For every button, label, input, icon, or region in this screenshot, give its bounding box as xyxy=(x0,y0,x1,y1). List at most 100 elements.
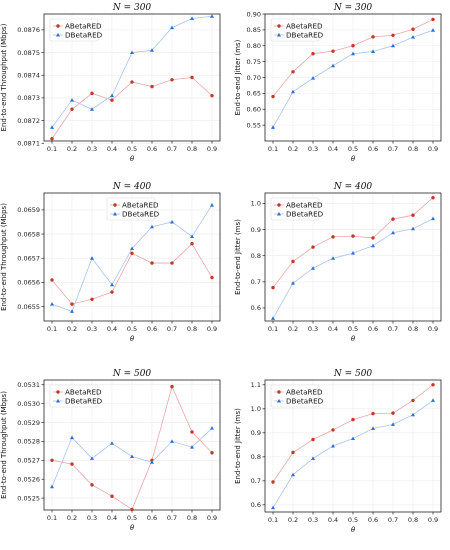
data-point-abetared xyxy=(90,297,94,301)
y-axis-label: End-to-end Throughput (Mbps) xyxy=(0,391,8,499)
data-point-abetared xyxy=(150,84,154,89)
y-tick-label: 0.7 xyxy=(251,477,261,485)
x-tick-label: 0.4 xyxy=(328,325,338,333)
y-tick-label: 0.8 xyxy=(251,252,261,260)
legend-marker-circle xyxy=(113,203,117,207)
data-point-abetared xyxy=(70,107,74,111)
chart-panel-6: 0.1 0.2 0.3 0.4 0.5 0.6 0.7 0.8 0.9 0.6 0.7 0.8 0.9 1… xyxy=(234,369,442,534)
legend-label: ABetaRED xyxy=(286,22,323,31)
x-tick-label: 0.2 xyxy=(288,145,298,153)
x-tick-label: 0.8 xyxy=(187,514,197,522)
x-tick-label: 0.9 xyxy=(207,514,217,522)
data-point-dbetared xyxy=(70,98,74,102)
data-point-dbetared xyxy=(351,436,355,441)
x-tick-label: 0.9 xyxy=(428,325,438,333)
x-tick-label: 0.6 xyxy=(147,325,157,333)
x-axis-label: θ xyxy=(130,335,135,343)
legend-marker-circle xyxy=(56,390,60,394)
data-point-dbetared xyxy=(110,441,114,445)
data-point-abetared xyxy=(351,417,355,422)
legend-marker-circle xyxy=(277,203,281,207)
data-point-abetared xyxy=(371,236,375,240)
data-point-dbetared xyxy=(311,456,315,460)
data-point-abetared xyxy=(70,302,74,306)
data-point-abetared xyxy=(190,75,194,80)
x-tick-label: 0.9 xyxy=(428,516,438,524)
data-point-dbetared xyxy=(50,484,54,489)
data-point-abetared xyxy=(371,411,375,416)
x-tick-label: 0.8 xyxy=(187,325,197,333)
y-tick-label: 0.0528 xyxy=(17,438,40,446)
x-tick-label: 0.6 xyxy=(147,514,157,522)
data-point-dbetared xyxy=(90,456,94,460)
data-point-abetared xyxy=(70,462,74,466)
data-point-dbetared xyxy=(210,14,214,18)
data-point-abetared xyxy=(130,80,134,84)
data-point-abetared xyxy=(351,44,355,48)
x-tick-label: 0.1 xyxy=(47,514,57,522)
data-point-dbetared xyxy=(411,412,415,417)
data-point-abetared xyxy=(311,51,315,56)
legend-label: DBetaRED xyxy=(122,210,160,219)
y-tick-label: 0.55 xyxy=(247,121,261,129)
data-point-abetared xyxy=(411,213,415,217)
data-point-dbetared xyxy=(311,266,315,270)
legend-label: ABetaRED xyxy=(65,388,102,397)
x-tick-label: 0.7 xyxy=(388,325,398,333)
y-tick-label: 0.90 xyxy=(247,10,261,18)
y-tick-label: 0.0874 xyxy=(17,72,40,80)
x-tick-label: 0.2 xyxy=(67,325,77,333)
data-point-abetared xyxy=(391,217,395,221)
data-point-dbetared xyxy=(431,28,435,32)
y-tick-label: 0.0530 xyxy=(17,400,40,408)
legend-marker-triangle xyxy=(277,211,281,216)
y-tick-label: 1.0 xyxy=(251,405,261,413)
legend-label: DBetaRED xyxy=(286,397,324,406)
data-point-abetared xyxy=(90,483,94,487)
y-tick-label: 0.0656 xyxy=(17,279,40,287)
chart-title: N = 500 xyxy=(333,369,373,379)
y-tick-label: 0.70 xyxy=(247,74,261,82)
data-point-abetared xyxy=(50,458,54,463)
y-tick-label: 0.0871 xyxy=(17,140,40,148)
x-tick-label: 0.9 xyxy=(207,145,217,153)
data-point-abetared xyxy=(331,49,335,53)
x-tick-label: 0.1 xyxy=(268,325,278,333)
data-point-abetared xyxy=(291,259,295,264)
y-tick-label: 0.0657 xyxy=(17,255,40,263)
x-axis-label: θ xyxy=(351,155,356,163)
data-point-dbetared xyxy=(90,256,94,260)
data-point-abetared xyxy=(271,94,275,99)
legend-label: ABetaRED xyxy=(286,201,323,210)
data-point-dbetared xyxy=(130,50,134,55)
chart-title: N = 300 xyxy=(333,3,373,13)
data-point-abetared xyxy=(271,285,275,290)
x-tick-label: 0.3 xyxy=(87,325,97,333)
legend-marker-triangle xyxy=(56,398,60,403)
data-point-dbetared xyxy=(411,35,415,39)
x-tick-label: 0.8 xyxy=(187,145,197,153)
data-point-abetared xyxy=(411,27,415,31)
x-tick-label: 0.8 xyxy=(408,516,418,524)
data-point-dbetared xyxy=(271,505,275,510)
legend-marker-triangle xyxy=(277,398,281,403)
x-tick-label: 0.6 xyxy=(147,145,157,153)
legend-label: DBetaRED xyxy=(286,31,324,40)
x-tick-label: 0.3 xyxy=(308,325,318,333)
y-tick-label: 0.0873 xyxy=(17,94,40,102)
x-tick-label: 0.4 xyxy=(107,325,117,333)
data-point-abetared xyxy=(130,507,134,512)
data-point-dbetared xyxy=(190,444,194,449)
y-axis-label: End-to-end Jitter (ms) xyxy=(234,39,242,115)
x-tick-label: 0.5 xyxy=(127,514,137,522)
legend-box xyxy=(49,18,99,42)
data-point-dbetared xyxy=(351,250,355,255)
data-point-abetared xyxy=(391,33,395,37)
legend-label: ABetaRED xyxy=(65,22,102,31)
x-tick-label: 0.1 xyxy=(47,145,57,153)
y-tick-label: 0.0659 xyxy=(17,206,40,214)
x-tick-label: 0.5 xyxy=(127,325,137,333)
data-point-abetared xyxy=(50,137,54,141)
